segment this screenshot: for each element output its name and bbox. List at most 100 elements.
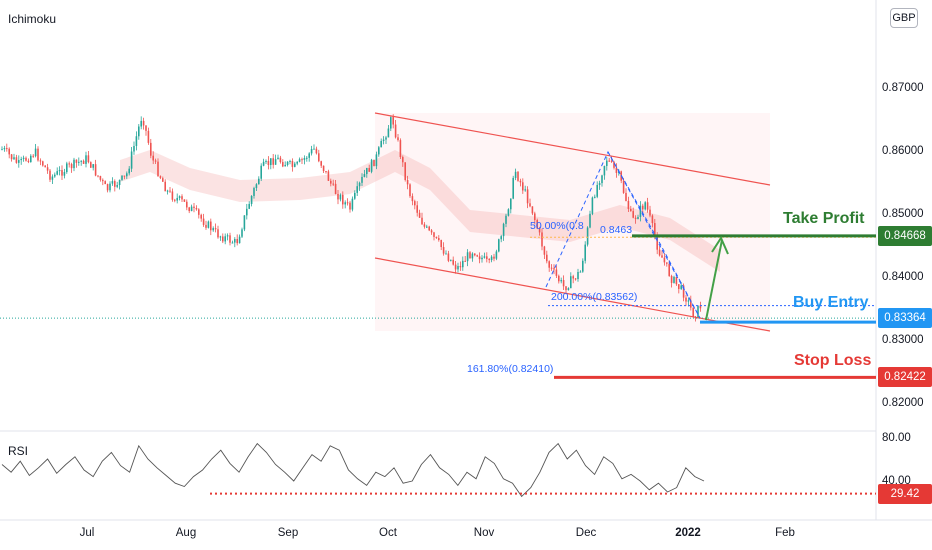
candle-body bbox=[130, 151, 133, 169]
candle-body bbox=[690, 300, 692, 308]
candle-body bbox=[351, 198, 354, 210]
candle-body bbox=[58, 170, 61, 172]
candle-body bbox=[198, 209, 200, 215]
candle-body bbox=[349, 202, 351, 210]
currency-badge[interactable]: GBP bbox=[890, 8, 918, 28]
candle-body bbox=[217, 229, 219, 238]
candle-body bbox=[126, 173, 128, 177]
candle-body bbox=[534, 213, 536, 221]
candle-body bbox=[339, 194, 342, 200]
candle-body bbox=[51, 176, 54, 180]
rsi-layer bbox=[1, 442, 876, 498]
candle-body bbox=[478, 256, 481, 260]
fib-50-label: 50.00%(0.8 bbox=[530, 220, 584, 232]
candle-body bbox=[627, 200, 630, 209]
candle-body bbox=[320, 161, 322, 166]
candle-body bbox=[42, 161, 44, 166]
candle-body bbox=[474, 253, 476, 256]
candle-body bbox=[277, 157, 279, 160]
candle-body bbox=[658, 249, 661, 256]
candle-body bbox=[212, 228, 214, 231]
candle-body bbox=[438, 238, 440, 241]
candle-body bbox=[586, 227, 589, 245]
candle-body bbox=[301, 159, 303, 161]
target-arrow-head bbox=[711, 235, 729, 255]
candle-body bbox=[291, 161, 294, 167]
candle-body bbox=[524, 189, 526, 191]
candle-body bbox=[87, 155, 90, 163]
candle-body bbox=[466, 252, 469, 262]
candle-body bbox=[75, 159, 78, 163]
candle-body bbox=[682, 285, 685, 298]
x-tick: Sep bbox=[277, 527, 299, 539]
candle-body bbox=[214, 228, 217, 230]
candle-body bbox=[188, 207, 190, 212]
y-tick: 0.82000 bbox=[882, 397, 924, 409]
candle-body bbox=[193, 206, 195, 208]
candle-body bbox=[500, 236, 502, 240]
candle-body bbox=[178, 196, 181, 198]
candle-body bbox=[363, 174, 366, 177]
candle-body bbox=[344, 202, 346, 205]
candle-body bbox=[567, 288, 570, 291]
candle-body bbox=[378, 147, 380, 155]
x-tick: Dec bbox=[575, 527, 597, 539]
candle-body bbox=[373, 159, 375, 167]
candle-body bbox=[361, 176, 363, 183]
candle-body bbox=[666, 262, 668, 264]
candle-body bbox=[18, 160, 20, 163]
rsi-line bbox=[1, 442, 705, 498]
candle-body bbox=[56, 171, 58, 175]
candle-body bbox=[510, 198, 512, 210]
candle-body bbox=[294, 163, 296, 167]
candle-body bbox=[668, 263, 670, 276]
candle-body bbox=[274, 159, 277, 165]
candle-body bbox=[337, 193, 339, 200]
candle-body bbox=[325, 171, 327, 173]
candle-body bbox=[529, 203, 531, 207]
candle-body bbox=[670, 275, 673, 283]
take-profit-price-tag: 0.84668 bbox=[878, 226, 932, 246]
candle-body bbox=[646, 202, 649, 210]
fib-overlap-label: 0.8463 bbox=[600, 224, 633, 236]
candle-body bbox=[406, 179, 409, 185]
candle-body bbox=[447, 253, 450, 261]
candle-body bbox=[13, 157, 15, 160]
candle-body bbox=[3, 148, 6, 150]
candle-body bbox=[133, 145, 135, 152]
candle-body bbox=[73, 159, 75, 169]
candle-body bbox=[601, 175, 603, 184]
candle-body bbox=[246, 208, 248, 216]
candle-body bbox=[109, 183, 111, 191]
candle-body bbox=[471, 253, 474, 259]
candle-body bbox=[450, 259, 452, 261]
candle-body bbox=[411, 196, 414, 202]
x-tick: Aug bbox=[175, 527, 197, 539]
candle-body bbox=[687, 300, 690, 302]
candle-body bbox=[310, 148, 313, 154]
candle-body bbox=[454, 264, 457, 270]
candle-body bbox=[594, 196, 596, 198]
candle-body bbox=[222, 236, 224, 242]
candle-body bbox=[634, 217, 637, 220]
candle-body bbox=[286, 161, 289, 165]
candle-body bbox=[632, 211, 634, 218]
candle-body bbox=[382, 139, 385, 141]
candle-body bbox=[70, 164, 73, 169]
candle-body bbox=[202, 218, 205, 225]
candle-body bbox=[20, 158, 22, 161]
candle-body bbox=[332, 183, 334, 185]
candle-body bbox=[241, 229, 243, 237]
candle-body bbox=[622, 180, 625, 193]
candle-body bbox=[152, 155, 154, 161]
candle-body bbox=[642, 205, 644, 210]
candle-body bbox=[253, 188, 255, 196]
candle-body bbox=[32, 155, 34, 157]
candle-body bbox=[584, 244, 586, 261]
candle-body bbox=[15, 157, 18, 163]
candle-body bbox=[678, 284, 680, 289]
candle-body bbox=[157, 161, 159, 177]
candle-body bbox=[481, 257, 483, 260]
candle-body bbox=[260, 165, 262, 179]
